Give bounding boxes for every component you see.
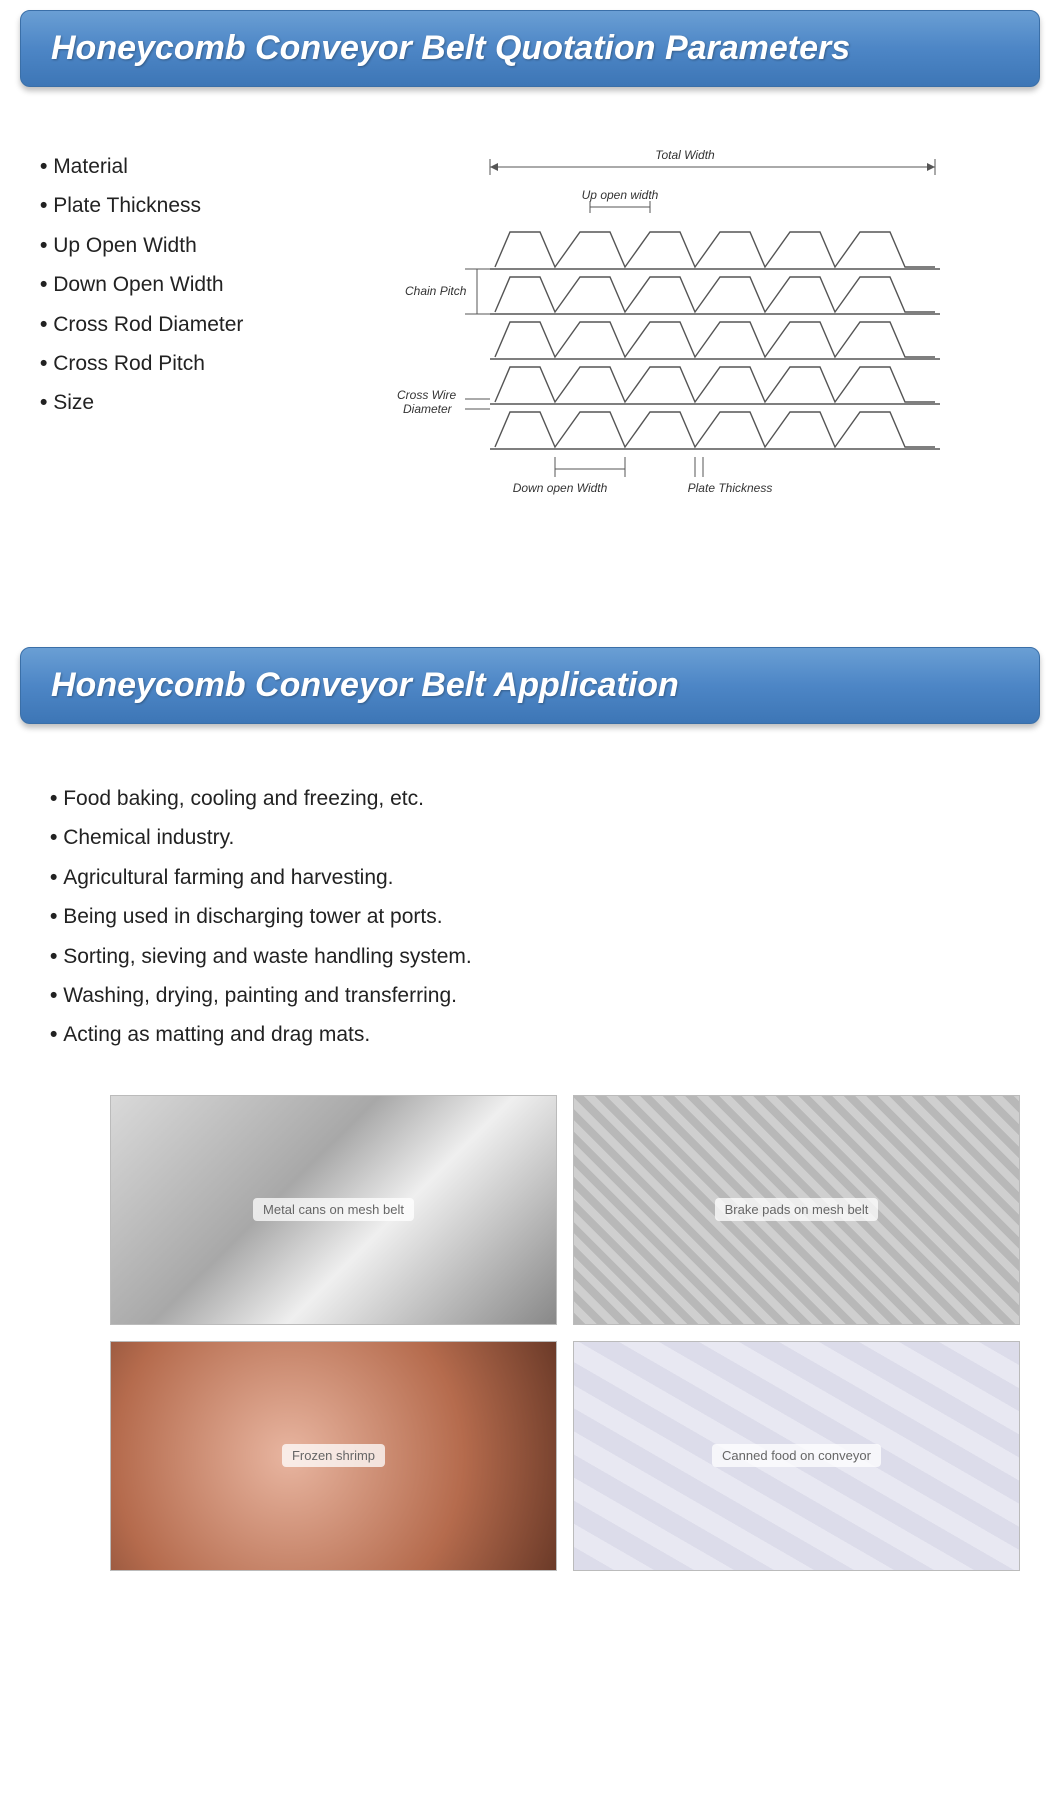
applications-list: Food baking, cooling and freezing, etc. … — [50, 779, 1010, 1055]
parameters-section: Material Plate Thickness Up Open Width D… — [0, 117, 1060, 637]
label-cross-wire-2: Diameter — [403, 402, 453, 416]
label-cross-wire-1: Cross Wire — [397, 388, 457, 402]
section1-header: Honeycomb Conveyor Belt Quotation Parame… — [20, 10, 1040, 87]
param-item: Plate Thickness — [40, 186, 300, 225]
section2-header: Honeycomb Conveyor Belt Application — [20, 647, 1040, 724]
app-item: Acting as matting and drag mats. — [50, 1015, 1010, 1054]
app-item: Sorting, sieving and waste handling syst… — [50, 937, 1010, 976]
belt-schematic-svg: Total Width Up open width — [395, 137, 955, 517]
belt-rows — [490, 232, 940, 449]
app-item: Chemical industry. — [50, 818, 1010, 857]
param-item: Cross Rod Pitch — [40, 344, 300, 383]
label-up-open: Up open width — [582, 188, 659, 202]
label-total-width: Total Width — [655, 148, 715, 162]
parameters-list: Material Plate Thickness Up Open Width D… — [40, 147, 300, 423]
param-item: Cross Rod Diameter — [40, 305, 300, 344]
param-item: Material — [40, 147, 300, 186]
app-image-cans: Metal cans on mesh belt — [110, 1095, 557, 1325]
app-item: Agricultural farming and harvesting. — [50, 858, 1010, 897]
label-plate-thk: Plate Thickness — [688, 481, 773, 495]
app-item: Being used in discharging tower at ports… — [50, 897, 1010, 936]
app-item: Food baking, cooling and freezing, etc. — [50, 779, 1010, 818]
param-item: Up Open Width — [40, 226, 300, 265]
app-image-brake: Brake pads on mesh belt — [573, 1095, 1020, 1325]
label-chain-pitch: Chain Pitch — [405, 284, 467, 298]
belt-diagram: Total Width Up open width — [330, 137, 1020, 517]
param-item: Size — [40, 383, 300, 422]
app-image-shrimp: Frozen shrimp — [110, 1341, 557, 1571]
application-image-grid: Metal cans on mesh belt Brake pads on me… — [0, 1085, 1060, 1601]
section2-title: Honeycomb Conveyor Belt Application — [51, 666, 1009, 705]
applications-list-container: Food baking, cooling and freezing, etc. … — [0, 754, 1060, 1085]
app-item: Washing, drying, painting and transferri… — [50, 976, 1010, 1015]
param-item: Down Open Width — [40, 265, 300, 304]
section1-title: Honeycomb Conveyor Belt Quotation Parame… — [51, 29, 1009, 68]
app-image-tuna: Canned food on conveyor — [573, 1341, 1020, 1571]
parameters-list-container: Material Plate Thickness Up Open Width D… — [40, 137, 300, 423]
label-down-open: Down open Width — [513, 481, 608, 495]
